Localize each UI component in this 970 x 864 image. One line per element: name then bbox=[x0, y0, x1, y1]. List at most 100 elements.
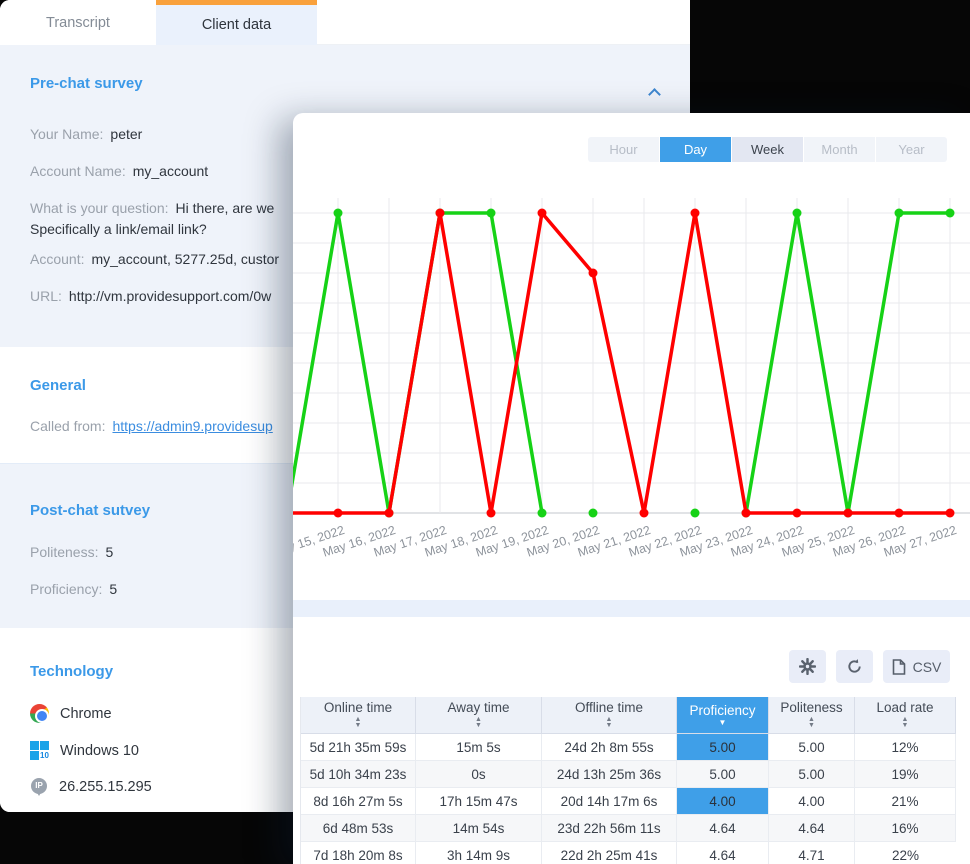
range-tab-hour[interactable]: Hour bbox=[588, 137, 659, 162]
table-cell: 5d 10h 34m 23s bbox=[301, 761, 416, 788]
column-label: Proficiency bbox=[689, 703, 756, 718]
field-label: Politeness: bbox=[30, 544, 99, 560]
technology-title: Technology bbox=[30, 663, 114, 680]
table-cell: 15m 5s bbox=[416, 734, 542, 761]
csv-label: CSV bbox=[912, 658, 942, 675]
sort-desc-icon: ▼ bbox=[718, 718, 727, 727]
table-cell: 4.64 bbox=[677, 842, 769, 864]
tech-label: 26.255.15.295 bbox=[59, 779, 152, 795]
sort-icon: ▲ ▼ bbox=[808, 716, 815, 729]
range-tab-month[interactable]: Month bbox=[804, 137, 875, 162]
table-cell: 3h 14m 9s bbox=[416, 842, 542, 864]
settings-button[interactable] bbox=[789, 650, 826, 683]
chart-card: Hour Day Week Month Year May 15, 2022 May… bbox=[293, 113, 970, 600]
metrics-line-chart bbox=[293, 198, 970, 518]
field-value: my_account bbox=[132, 163, 209, 179]
field-account: Account: my_account, 5277.25d, custor bbox=[30, 251, 675, 267]
field-value: peter bbox=[110, 126, 143, 142]
column-header-proficiency[interactable]: Proficiency ▼ bbox=[677, 697, 769, 734]
sort-icon: ▲ ▼ bbox=[475, 716, 482, 729]
column-header-politeness[interactable]: Politeness ▲ ▼ bbox=[769, 697, 855, 734]
table-cell: 16% bbox=[855, 815, 956, 842]
table-cell: 23d 22h 56m 11s bbox=[542, 815, 677, 842]
range-tab-year[interactable]: Year bbox=[876, 137, 947, 162]
chrome-icon bbox=[30, 704, 49, 723]
table-cell: 22% bbox=[855, 842, 956, 864]
column-header-load-rate[interactable]: Load rate ▲ ▼ bbox=[855, 697, 956, 734]
refresh-button[interactable] bbox=[836, 650, 873, 683]
agents-stats-table: Online time ▲ ▼ Away time ▲ ▼ Offline time ▲ ▼… bbox=[300, 697, 956, 864]
field-label: What is your question: bbox=[30, 200, 169, 216]
range-tab-week[interactable]: Week bbox=[732, 137, 803, 162]
field-label: Called from: bbox=[30, 418, 106, 434]
table-cell: 5.00 bbox=[769, 734, 855, 761]
column-header-online-time[interactable]: Online time ▲ ▼ bbox=[301, 697, 416, 734]
field-value: http://vm.providesupport.com/0w bbox=[68, 288, 272, 304]
field-your-name: Your Name: peter bbox=[30, 126, 675, 142]
table-cell: 21% bbox=[855, 788, 956, 815]
field-question-line2: Specifically a link/email link? bbox=[30, 221, 675, 237]
field-value: my_account, 5277.25d, custor bbox=[91, 251, 280, 267]
table-cell: 14m 54s bbox=[416, 815, 542, 842]
field-label: URL: bbox=[30, 288, 62, 304]
tech-label: Chrome bbox=[60, 705, 112, 722]
field-question: What is your question: Hi there, are we bbox=[30, 200, 675, 216]
table-cell: 5d 21h 35m 59s bbox=[301, 734, 416, 761]
table-cell: 4.64 bbox=[769, 815, 855, 842]
sort-icon: ▲ ▼ bbox=[605, 716, 613, 729]
range-tab-day[interactable]: Day bbox=[660, 137, 731, 162]
table-cell: 20d 14h 17m 6s bbox=[542, 788, 677, 815]
sort-icon: ▲ ▼ bbox=[901, 716, 909, 729]
metrics-dashboard: Hour Day Week Month Year May 15, 2022 May… bbox=[293, 113, 970, 864]
pre-chat-survey-title: Pre-chat survey bbox=[30, 75, 143, 92]
tab-strip: Transcript Client data bbox=[0, 0, 690, 45]
table-cell: 5.00 bbox=[769, 761, 855, 788]
field-label: Proficiency: bbox=[30, 581, 103, 597]
table-cell-highlighted[interactable]: 4.00 bbox=[677, 788, 769, 815]
sort-icon: ▲ ▼ bbox=[354, 716, 362, 729]
table-cell: 17h 15m 47s bbox=[416, 788, 542, 815]
field-value: 5 bbox=[109, 581, 118, 597]
table-cell: 24d 13h 25m 36s bbox=[542, 761, 677, 788]
field-value: 5 bbox=[105, 544, 114, 560]
field-called-from: Called from: https://admin9.providesup bbox=[30, 418, 675, 434]
column-label: Away time bbox=[447, 700, 510, 715]
tech-os: 10 Windows 10 bbox=[30, 741, 139, 760]
table-cell: 0s bbox=[416, 761, 542, 788]
table-cell: 12% bbox=[855, 734, 956, 761]
table-cell: 4.71 bbox=[769, 842, 855, 864]
table-cell: 5.00 bbox=[677, 761, 769, 788]
table-cell: 4.00 bbox=[769, 788, 855, 815]
field-value: Specifically a link/email link? bbox=[30, 221, 207, 237]
column-header-offline-time[interactable]: Offline time ▲ ▼ bbox=[542, 697, 677, 734]
post-chat-survey-title: Post-chat sutvey bbox=[30, 502, 151, 519]
field-label: Account Name: bbox=[30, 163, 126, 179]
field-label: Your Name: bbox=[30, 126, 104, 142]
column-label: Offline time bbox=[574, 700, 644, 715]
field-proficiency: Proficiency: 5 bbox=[30, 581, 675, 597]
tab-transcript[interactable]: Transcript bbox=[0, 0, 156, 45]
tab-client-data[interactable]: Client data bbox=[156, 0, 317, 45]
table-cell: 7d 18h 20m 8s bbox=[301, 842, 416, 864]
table-cell-highlighted[interactable]: 5.00 bbox=[677, 734, 769, 761]
ip-pin-icon: IP bbox=[30, 778, 48, 796]
field-account-name: Account Name: my_account bbox=[30, 163, 675, 179]
tech-browser: Chrome bbox=[30, 704, 112, 723]
chevron-up-icon[interactable] bbox=[650, 88, 660, 98]
column-label: Online time bbox=[323, 700, 393, 715]
column-header-away-time[interactable]: Away time ▲ ▼ bbox=[416, 697, 542, 734]
document-icon bbox=[892, 658, 905, 675]
refresh-icon bbox=[848, 659, 861, 673]
table-cell: 19% bbox=[855, 761, 956, 788]
export-csv-button[interactable]: CSV bbox=[883, 650, 950, 683]
windows-icon: 10 bbox=[30, 741, 49, 760]
table-toolbar: CSV bbox=[789, 650, 950, 683]
field-politeness: Politeness: 5 bbox=[30, 544, 675, 560]
called-from-link[interactable]: https://admin9.providesup bbox=[112, 418, 273, 434]
tech-ip: IP 26.255.15.295 bbox=[30, 778, 152, 796]
table-card: CSV Online time ▲ ▼ Away time ▲ ▼ Offline ti… bbox=[293, 617, 970, 864]
table-cell: 24d 2h 8m 55s bbox=[542, 734, 677, 761]
column-label: Politeness bbox=[780, 700, 843, 715]
tech-label: Windows 10 bbox=[60, 742, 139, 759]
